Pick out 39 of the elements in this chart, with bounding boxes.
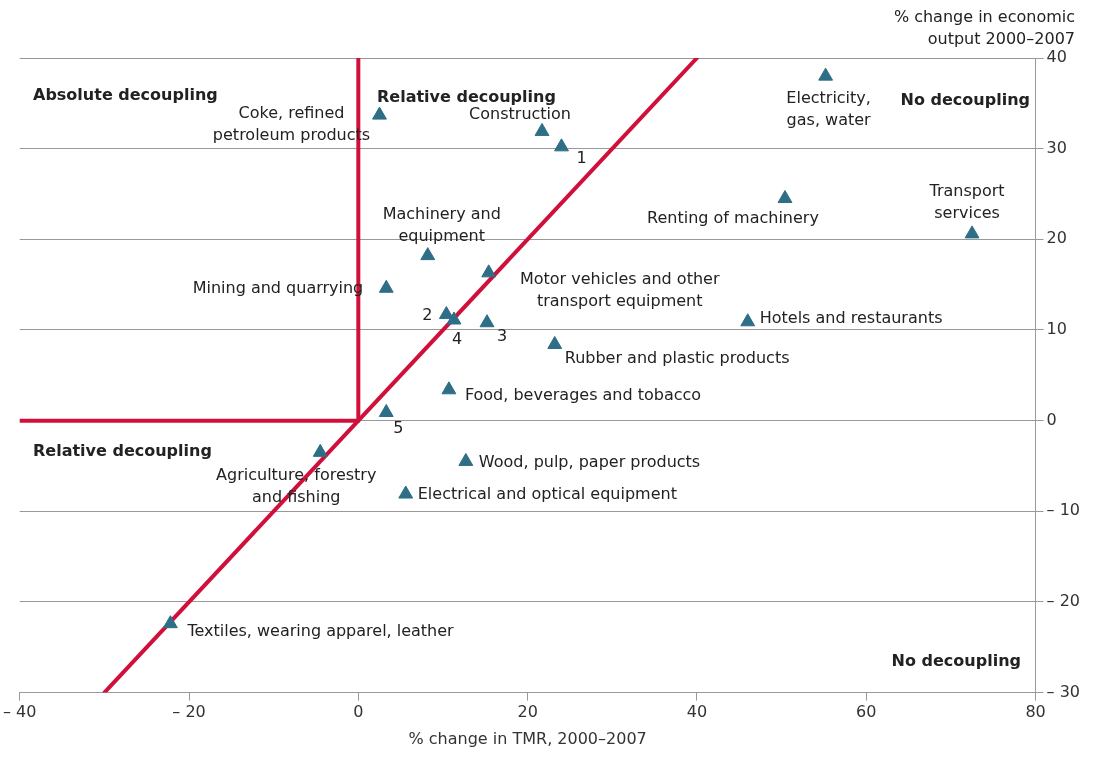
annotation: 1 [576,148,587,167]
y-tick-label: 30 [1046,137,1067,157]
annotation: Transport services [928,181,1005,223]
y-tick-label: 20 [1046,228,1067,248]
annotation: Wood, pulp, paper products [478,451,701,471]
x-tick-label: – 40 [3,702,37,722]
x-tick-label: 60 [856,702,877,722]
annotation: Absolute decoupling [33,85,218,105]
y-tick-label: – 30 [1046,681,1081,701]
annotation: Relative decoupling [33,441,212,461]
annotation: No decoupling [900,90,1030,110]
x-tick-label: 80 [1025,702,1046,722]
annotation: Hotels and restaurants [759,307,943,327]
annotation: Machinery and equipment [382,203,501,245]
x-tick-label: 20 [517,702,538,722]
annotation: Electricity, gas, water [786,88,872,130]
annotation: Relative decoupling [377,87,556,107]
annotation: 4 [451,329,463,349]
y-tick-label: 0 [1046,409,1057,429]
y-axis-title: % change in economic output 2000–2007 [893,7,1075,49]
y-tick-label: – 20 [1046,591,1081,611]
x-tick-label: 40 [686,702,708,722]
x-tick-label: 0 [353,702,364,722]
x-tick-label: – 20 [172,702,206,722]
y-tick-label: 40 [1046,47,1067,67]
annotation: Agriculture, forestry and fishing [216,464,377,506]
x-axis-title: % change in TMR, 2000–2007 [408,728,647,748]
y-tick-label: – 10 [1046,500,1081,520]
annotation: Renting of machinery [647,207,819,227]
annotation: 3 [496,325,508,345]
annotation: Rubber and plastic products [564,347,790,367]
annotation: Electrical and optical equipment [417,484,677,504]
annotation: Motor vehicles and other transport equipment [519,269,720,311]
annotation: Food, beverages and tobacco [464,384,702,404]
annotation: 5 [393,417,404,437]
y-tick-label: 10 [1046,319,1067,339]
annotation: No decoupling [891,651,1021,671]
annotation: 2 [422,304,433,324]
annotation: Textiles, wearing apparel, leather [186,620,455,640]
